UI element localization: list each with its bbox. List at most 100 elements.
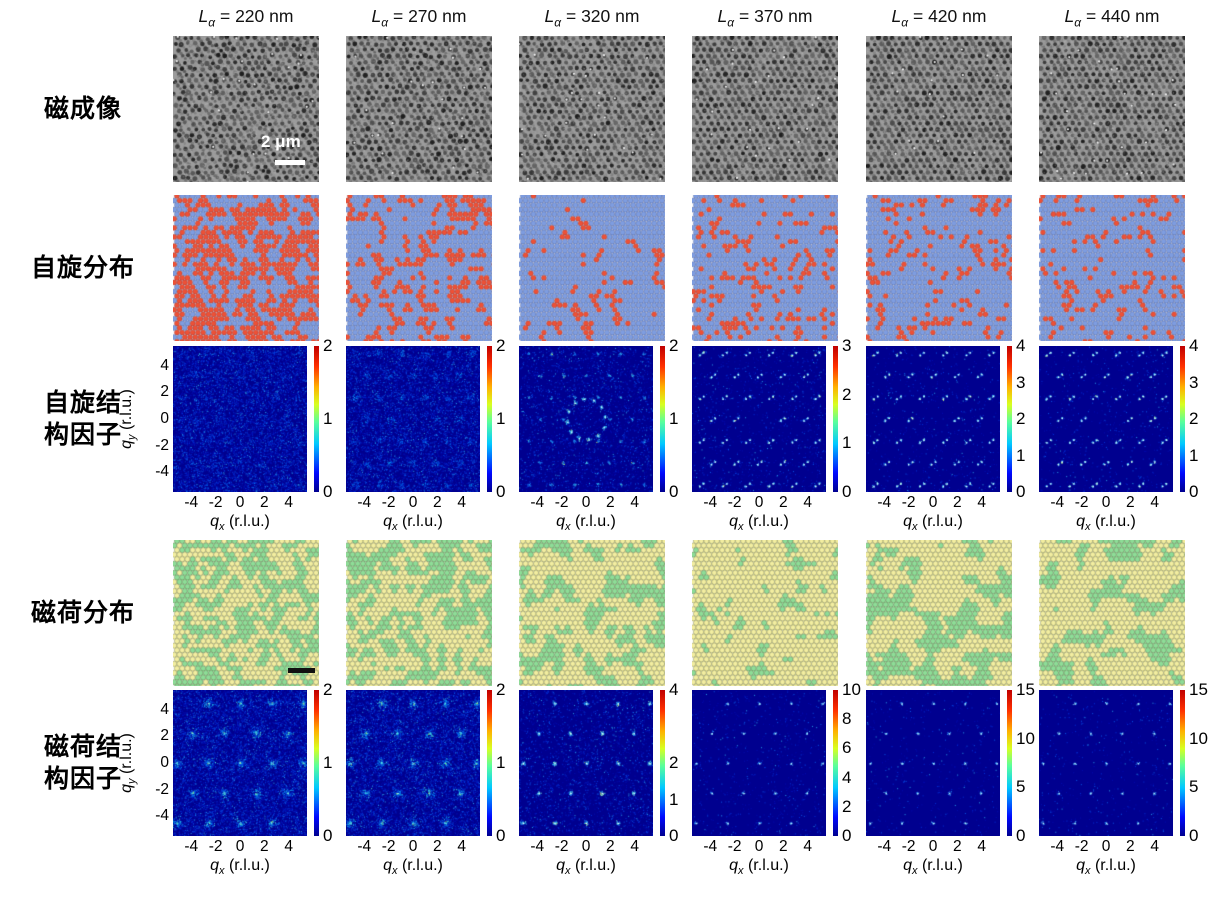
x-tick-label: 0 bbox=[408, 494, 418, 511]
charge-structure-factor-heatmap-370nm bbox=[692, 690, 826, 836]
colorbar-tick-label: 2 bbox=[669, 336, 679, 355]
x-tick-label: -2 bbox=[1074, 494, 1089, 511]
colorbar-tick-label: 2 bbox=[1016, 409, 1026, 428]
charge-distribution-image-220nm bbox=[173, 540, 319, 686]
header-value: = 370 nm bbox=[734, 6, 813, 26]
tile-charge-distribution-320nm bbox=[519, 540, 665, 686]
x-axis-label: qx (r.l.u.) bbox=[346, 513, 480, 533]
spin-distribution-image-420nm bbox=[866, 195, 1012, 341]
row-label-spin-structure-factor: 自旋结 构因子 bbox=[4, 387, 162, 451]
tile-magnetic-imaging-440nm bbox=[1039, 36, 1185, 182]
row-label-text: 构因子 bbox=[43, 765, 122, 793]
tile-spin-structure-factor-420nm: 0 1 2 3 4 -4 -2 0 2 4 qx (r.l.u.) bbox=[866, 337, 1039, 546]
magnetic-imaging-image-320nm bbox=[519, 36, 665, 182]
x-axis-unit: (r.l.u.) bbox=[570, 513, 616, 530]
x-axis-symbol: q bbox=[1076, 513, 1086, 530]
tile-spin-structure-factor-220nm: 0 1 2 -4 -2 0 2 4 qx (r.l.u.) 4 2 0 -2 -4 qy (r.l.u.) bbox=[118, 337, 346, 546]
x-axis-unit: (r.l.u.) bbox=[743, 513, 789, 530]
colorbar-tick-label: 6 bbox=[842, 738, 852, 758]
x-tick-label: -4 bbox=[703, 494, 718, 511]
colorbar-tick-label: 4 bbox=[669, 680, 679, 699]
x-tick-label: -2 bbox=[901, 838, 916, 855]
colorbar-tick-label: 3 bbox=[842, 336, 852, 355]
tile-magnetic-imaging-270nm bbox=[346, 36, 492, 182]
spin-distribution-image-440nm bbox=[1039, 195, 1185, 341]
colorbar bbox=[314, 690, 319, 836]
colorbar-tick-label: 2 bbox=[496, 680, 506, 699]
header-subscript: α bbox=[554, 15, 562, 30]
tile-charge-distribution-220nm bbox=[173, 540, 319, 686]
row-label-spin-distribution: 自旋分布 bbox=[4, 252, 162, 284]
x-axis-unit: (r.l.u.) bbox=[1090, 857, 1136, 874]
colorbar-tick-label: 1 bbox=[669, 789, 679, 809]
x-axis-symbol: q bbox=[210, 513, 220, 530]
scale-bar bbox=[288, 668, 315, 673]
column-header-320nm: Lα = 320 nm bbox=[519, 6, 665, 30]
x-axis-label: qx (r.l.u.) bbox=[692, 513, 826, 533]
magnetic-imaging-image-370nm bbox=[692, 36, 838, 182]
x-tick-label: 4 bbox=[630, 494, 640, 511]
magnetic-imaging-image-220nm bbox=[173, 36, 319, 182]
row-label-text: 磁荷结 bbox=[43, 733, 122, 761]
x-tick-label: -4 bbox=[877, 838, 892, 855]
x-tick-label: -2 bbox=[381, 838, 396, 855]
y-tick-label: 2 bbox=[160, 727, 169, 745]
colorbar-tick-label: 4 bbox=[842, 767, 852, 787]
colorbar-tick-label: 3 bbox=[1189, 372, 1199, 392]
colorbar-tick-label: 1 bbox=[323, 753, 333, 772]
x-axis-unit: (r.l.u.) bbox=[1090, 513, 1136, 530]
colorbar bbox=[1180, 690, 1185, 836]
x-tick-label: -2 bbox=[901, 494, 916, 511]
colorbar-tick-label: 1 bbox=[1016, 445, 1026, 465]
colorbar-tick-label: 1 bbox=[496, 753, 506, 772]
x-axis-subscript: x bbox=[565, 521, 571, 534]
y-axis-label: qy (r.l.u.) bbox=[118, 354, 138, 484]
x-axis-subscript: x bbox=[912, 521, 918, 534]
tile-magnetic-imaging-420nm bbox=[866, 36, 1012, 182]
header-subscript: α bbox=[208, 15, 216, 30]
row-label-charge-distribution: 磁荷分布 bbox=[4, 597, 162, 629]
column-header-220nm: Lα = 220 nm bbox=[173, 6, 319, 30]
colorbar-tick-label: 1 bbox=[496, 409, 506, 428]
x-tick-label: 0 bbox=[581, 494, 591, 511]
header-symbol: L bbox=[198, 6, 209, 26]
header-value: = 420 nm bbox=[908, 6, 987, 26]
tile-spin-structure-factor-320nm: 0 1 2 -4 -2 0 2 4 qx (r.l.u.) bbox=[519, 337, 692, 546]
x-axis-unit: (r.l.u.) bbox=[917, 513, 963, 530]
header-symbol: L bbox=[1064, 6, 1075, 26]
x-axis-symbol: q bbox=[729, 857, 739, 874]
x-tick-label: 2 bbox=[433, 838, 442, 855]
colorbar-tick-label: 15 bbox=[1189, 680, 1208, 699]
x-tick-label: -2 bbox=[727, 838, 742, 855]
x-tick-label: 4 bbox=[977, 494, 987, 511]
colorbar-tick-label: 0 bbox=[496, 826, 506, 845]
colorbar bbox=[833, 346, 838, 492]
x-tick-label: 2 bbox=[779, 494, 788, 511]
x-tick-label: 2 bbox=[260, 838, 269, 855]
x-tick-label: 4 bbox=[457, 494, 467, 511]
y-axis-symbol: q bbox=[118, 783, 135, 793]
x-tick-label: 0 bbox=[235, 838, 245, 855]
x-tick-label: 0 bbox=[928, 838, 938, 855]
y-tick-label: 4 bbox=[160, 356, 169, 374]
x-axis-symbol: q bbox=[903, 857, 913, 874]
tile-charge-structure-factor-270nm: 0 1 2 -4 -2 0 2 4 qx (r.l.u.) bbox=[346, 681, 519, 890]
x-tick-label: -4 bbox=[1050, 494, 1065, 511]
tile-charge-structure-factor-320nm: 0 1 2 4 -4 -2 0 2 4 qx (r.l.u.) bbox=[519, 681, 692, 890]
column-header-370nm: Lα = 370 nm bbox=[692, 6, 838, 30]
tile-charge-structure-factor-220nm: 0 1 2 -4 -2 0 2 4 qx (r.l.u.) 4 2 0 -2 -4 qy (r.l.u.) bbox=[118, 681, 346, 890]
row-label-text: 磁荷分布 bbox=[30, 599, 135, 627]
y-axis-unit: (r.l.u.) bbox=[118, 733, 135, 779]
x-tick-label: -4 bbox=[357, 494, 372, 511]
x-tick-label: 0 bbox=[408, 838, 418, 855]
x-axis-symbol: q bbox=[383, 513, 393, 530]
colorbar-tick-label: 2 bbox=[1189, 409, 1199, 428]
colorbar bbox=[660, 346, 665, 492]
x-axis-label: qx (r.l.u.) bbox=[519, 857, 653, 877]
colorbar-tick-label: 1 bbox=[669, 409, 679, 428]
x-tick-label: -4 bbox=[530, 838, 545, 855]
x-axis-label: qx (r.l.u.) bbox=[346, 857, 480, 877]
column-header-270nm: Lα = 270 nm bbox=[346, 6, 492, 30]
column-header-420nm: Lα = 420 nm bbox=[866, 6, 1012, 30]
colorbar-tick-label: 1 bbox=[323, 409, 333, 428]
